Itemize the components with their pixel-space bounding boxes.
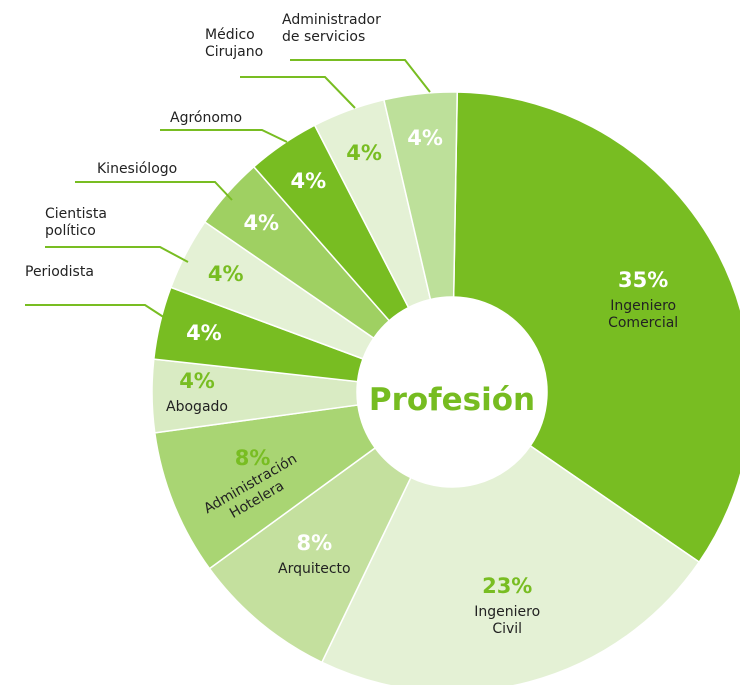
category-label: Periodista [25, 264, 94, 280]
category-label: Médico Cirujano [205, 27, 264, 60]
value-label: 4% [207, 262, 244, 287]
leader-line [160, 129, 288, 143]
value-label: 4% [186, 321, 222, 346]
category-label: Abogado [166, 399, 228, 416]
value-label: 8% [234, 446, 271, 471]
value-label: 4% [346, 140, 382, 165]
category-label: Arquitecto [278, 561, 351, 578]
leader-line [75, 181, 233, 201]
leader-line [45, 246, 189, 263]
value-label: 8% [296, 531, 333, 556]
leader-line [240, 76, 356, 109]
category-label: Administrador de servicios [282, 12, 381, 45]
value-label: 23% [482, 573, 533, 598]
value-label: 4% [179, 369, 215, 394]
category-label: Ingeniero Civil [474, 603, 541, 637]
value-label: 35% [618, 267, 669, 292]
category-label: Kinesiólogo [97, 161, 178, 177]
value-label: 4% [407, 126, 443, 151]
value-label: 4% [243, 210, 280, 235]
value-label: 4% [290, 169, 327, 194]
category-label: Ingeniero Comercial [608, 297, 679, 331]
leader-line [25, 304, 166, 319]
category-label: Cientista político [45, 206, 107, 239]
center-hole [357, 297, 547, 487]
chart-title: Profesión [368, 382, 536, 418]
leader-line [290, 59, 431, 93]
category-label: Agrónomo [170, 110, 243, 126]
